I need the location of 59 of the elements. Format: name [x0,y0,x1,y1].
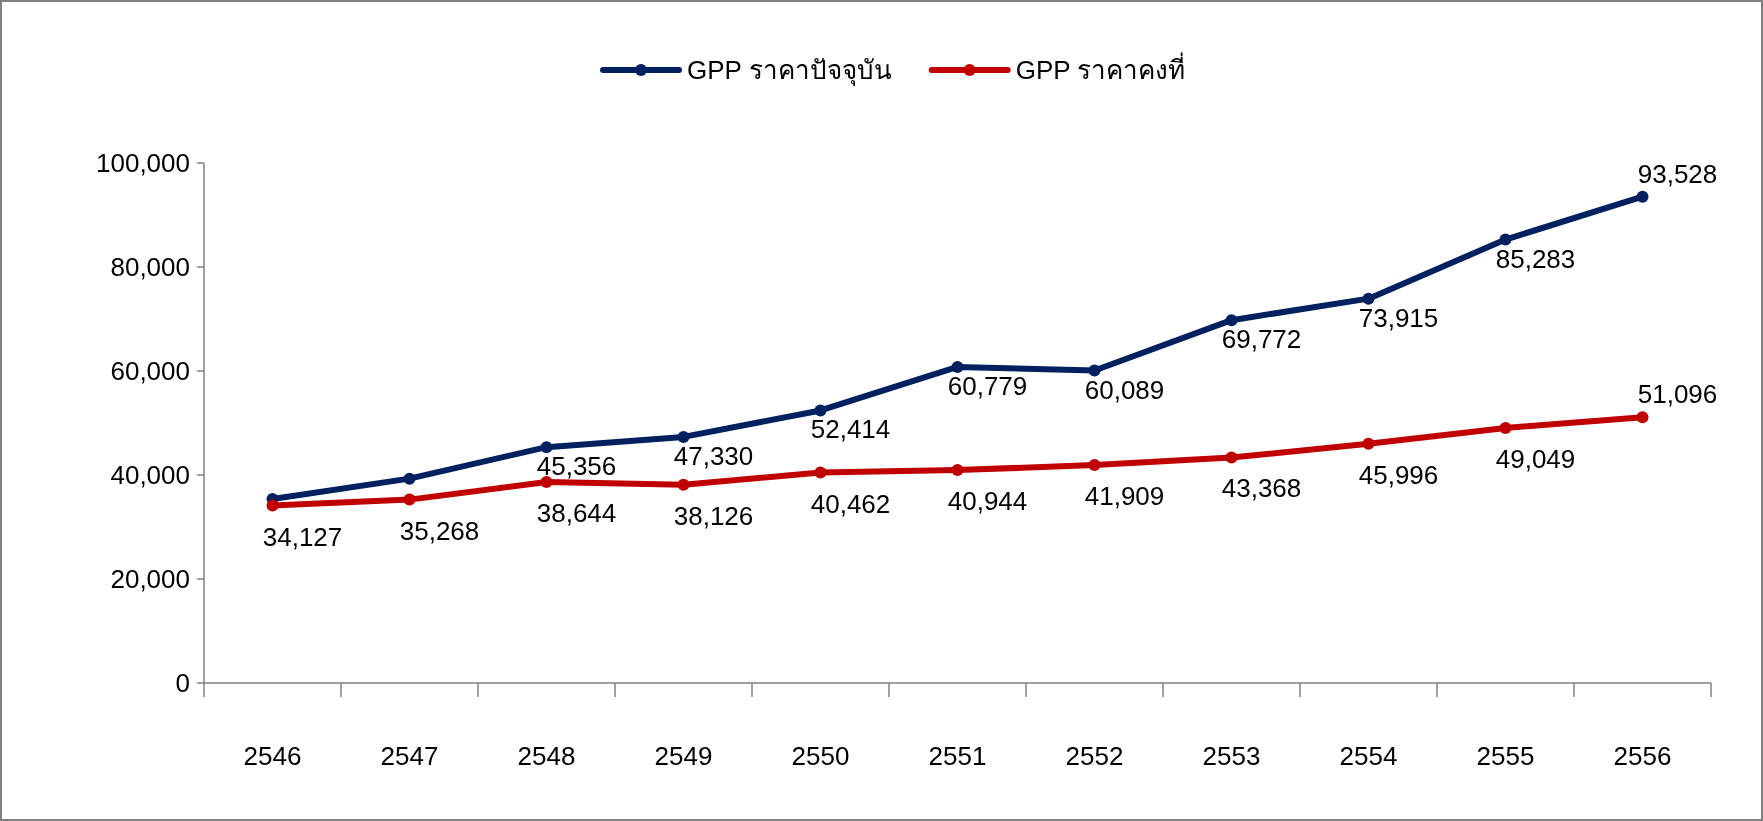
point [1362,437,1375,450]
x-tick-label: 2546 [243,741,302,771]
data-label: 40,462 [810,488,891,519]
point [677,430,690,443]
point [403,493,416,506]
legend-label: GPP ราคาคงที่ [1015,52,1186,85]
data-label: 49,049 [1495,443,1576,474]
point [1362,292,1375,305]
point [1088,459,1101,472]
point [1499,233,1512,246]
data-label: 45,356 [536,451,617,482]
point [814,466,827,479]
data-label: 52,414 [810,414,891,445]
data-label: 41,909 [1084,481,1165,512]
data-label: 60,779 [947,370,1028,401]
y-tick-label: 0 [175,668,190,698]
data-label: 51,096 [1637,379,1718,410]
point [1499,421,1512,434]
data-label: 73,915 [1358,302,1439,333]
data-label: 45,996 [1358,459,1439,490]
point [951,464,964,477]
data-label: 60,089 [1084,374,1165,405]
data-label: 47,330 [673,440,754,471]
x-tick-label: 2552 [1065,741,1124,771]
data-label: 40,944 [947,486,1028,517]
y-tick-label: 60,000 [110,356,190,386]
x-tick-label: 2556 [1613,741,1672,771]
x-tick-label: 2553 [1202,741,1261,771]
y-tick-label: 20,000 [110,564,190,594]
data-label: 69,772 [1221,324,1302,355]
data-label: 38,126 [673,500,754,531]
point [1225,314,1238,327]
data-label: 93,528 [1637,158,1718,189]
x-tick-label: 2549 [654,741,713,771]
data-label: 38,644 [536,498,617,529]
point [814,404,827,417]
data-label: 85,283 [1495,243,1576,274]
data-label: 43,368 [1221,473,1302,504]
point [951,360,964,373]
y-tick-label: 100,000 [96,148,190,178]
point [1225,451,1238,464]
y-tick-label: 40,000 [110,460,190,490]
point [266,499,279,512]
x-tick-label: 2555 [1476,741,1535,771]
x-tick-label: 2550 [791,741,850,771]
x-tick-label: 2548 [517,741,576,771]
data-label: 35,268 [399,515,480,546]
x-tick-label: 2547 [380,741,439,771]
legend-label: GPP ราคาปัจจุบัน [687,55,892,86]
y-tick-label: 80,000 [110,252,190,282]
x-tick-label: 2554 [1339,741,1398,771]
point [1636,190,1649,203]
point [540,441,553,454]
data-label: 34,127 [262,521,343,552]
x-tick-label: 2551 [928,741,987,771]
point [677,478,690,491]
point [1636,411,1649,424]
point [403,472,416,485]
point [1088,364,1101,377]
